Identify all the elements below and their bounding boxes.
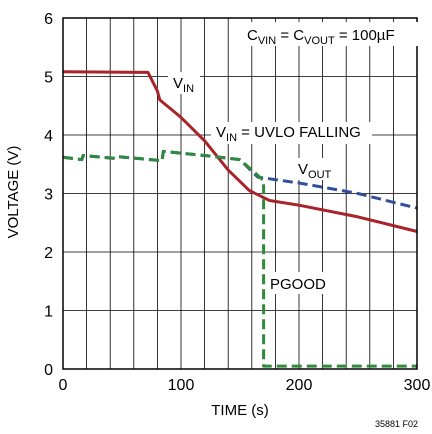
svg-text:VIN = UVLO FALLING: VIN = UVLO FALLING xyxy=(216,124,361,144)
series-line-vin xyxy=(62,70,418,233)
annotation-uvlo-falling: VIN = UVLO FALLING xyxy=(211,122,372,144)
x-axis-label: TIME (s) xyxy=(211,402,269,419)
y-tick-label: 6 xyxy=(44,11,53,28)
figure-id: 35881 F02 xyxy=(375,419,418,429)
annotation-cvin-cvout: CVIN = CVOUT = 100µF xyxy=(240,22,418,47)
annotation-vout: VOUT xyxy=(294,158,340,181)
x-tick-label: 200 xyxy=(286,377,313,394)
svg-text:VOUT: VOUT xyxy=(298,161,332,181)
x-tick-label: 0 xyxy=(59,377,68,394)
svg-text:CVIN = CVOUT = 100µF: CVIN = CVOUT = 100µF xyxy=(247,27,395,47)
plot-frame xyxy=(62,17,418,370)
annotation-pgood: PGOOD xyxy=(266,272,328,294)
svg-text:PGOOD: PGOOD xyxy=(270,276,326,293)
y-tick-label: 5 xyxy=(44,70,53,87)
y-tick-label: 1 xyxy=(44,304,53,321)
y-axis-label: VOLTAGE (V) xyxy=(5,146,22,239)
y-tick-label: 4 xyxy=(44,128,53,145)
y-tick-label: 2 xyxy=(44,245,53,262)
x-tick-label: 100 xyxy=(168,377,195,394)
y-tick-label: 3 xyxy=(44,187,53,204)
series-group xyxy=(62,70,418,368)
x-tick-label: 300 xyxy=(404,377,431,394)
annotation-vin: VIN xyxy=(168,72,200,95)
svg-text:VIN: VIN xyxy=(173,75,194,95)
y-tick-label: 0 xyxy=(44,362,53,379)
tick-labels: 0 100 200 300 0 1 2 3 4 5 6 xyxy=(44,11,430,394)
series-line-pgood xyxy=(62,149,417,368)
